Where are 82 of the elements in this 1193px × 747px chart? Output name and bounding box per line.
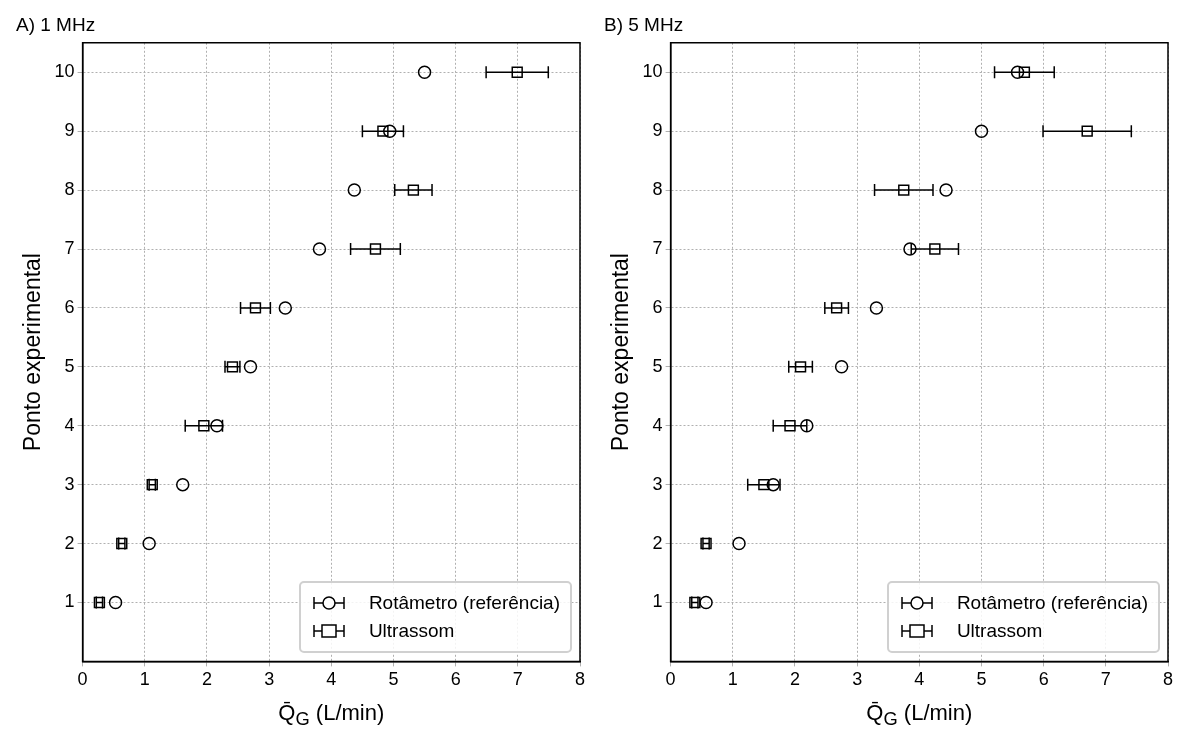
- point: [732, 536, 746, 551]
- y-tick-label: 6: [64, 296, 75, 317]
- x-tick-label: 3: [264, 669, 275, 690]
- point: [108, 595, 123, 610]
- point: [278, 301, 293, 315]
- y-tick-label: 10: [642, 61, 663, 82]
- point: [175, 477, 190, 492]
- x-tick-label: 6: [1038, 669, 1049, 690]
- point: [249, 302, 262, 314]
- point: [243, 360, 258, 374]
- legend-label: Rotâmetro (referência): [956, 591, 1148, 616]
- point: [369, 243, 382, 255]
- x-tick-label: 1: [139, 669, 150, 690]
- point: [869, 301, 884, 315]
- point: [800, 418, 814, 433]
- y-tick-label: 5: [652, 355, 663, 376]
- y-tick-label: 6: [652, 296, 663, 317]
- x-tick-label: 2: [201, 669, 212, 690]
- point: [1081, 125, 1093, 137]
- y-tick-label: 4: [64, 414, 75, 435]
- x-tick-label: 0: [665, 669, 676, 690]
- y-tick-label: 10: [54, 61, 75, 82]
- point: [347, 183, 362, 197]
- y-axis-title: Ponto experimental: [607, 253, 634, 452]
- chart-title: A) 1 MHz: [16, 13, 96, 35]
- y-tick-label: 7: [652, 237, 663, 258]
- y-tick-label: 1: [652, 591, 663, 612]
- point: [417, 65, 432, 80]
- y-tick-label: 2: [652, 532, 663, 553]
- x-tick-label: 3: [852, 669, 863, 690]
- x-tick-label: 5: [388, 669, 399, 690]
- legend-label: Ultrassom: [368, 619, 455, 644]
- y-tick-label: 2: [64, 532, 75, 553]
- point: [1010, 65, 1025, 80]
- legend-label: Rotâmetro (referência): [368, 591, 560, 616]
- x-tick-label: 7: [1100, 669, 1111, 690]
- point: [1018, 66, 1031, 78]
- point: [210, 418, 224, 433]
- point: [699, 595, 713, 610]
- x-tick-label: 7: [512, 669, 523, 690]
- y-tick-label: 9: [64, 120, 75, 141]
- x-tick-label: 1: [727, 669, 738, 690]
- y-tick-label: 7: [64, 237, 75, 258]
- point: [758, 478, 770, 491]
- point: [794, 361, 807, 373]
- point: [903, 242, 917, 256]
- y-tick-label: 9: [652, 120, 663, 141]
- point: [198, 420, 210, 432]
- point: [834, 360, 849, 374]
- y-tick-label: 3: [652, 473, 663, 494]
- point: [312, 242, 327, 256]
- point: [939, 183, 953, 197]
- x-tick-label: 5: [976, 669, 987, 690]
- y-tick-label: 4: [652, 414, 663, 435]
- x-axis-title: Q̄$_{G}$ (L/min): [865, 700, 974, 731]
- point: [974, 124, 989, 138]
- point: [142, 536, 156, 551]
- legend-label: Ultrassom: [956, 619, 1043, 644]
- x-tick-label: 2: [789, 669, 800, 690]
- x-axis-title: Q̄$_{G}$ (L/min): [277, 700, 386, 731]
- point: [377, 125, 389, 137]
- y-tick-label: 1: [64, 591, 75, 612]
- x-tick-label: 8: [1162, 669, 1174, 690]
- x-tick-label: 6: [450, 669, 461, 690]
- y-tick-label: 5: [64, 355, 75, 376]
- point: [784, 420, 796, 432]
- point: [766, 477, 780, 492]
- y-tick-label: 8: [652, 179, 663, 200]
- y-tick-label: 8: [64, 179, 75, 200]
- y-axis-title: Ponto experimental: [19, 253, 46, 452]
- point: [511, 66, 523, 78]
- point: [929, 243, 941, 255]
- point: [383, 124, 397, 138]
- x-tick-label: 8: [574, 669, 586, 690]
- point: [898, 184, 910, 196]
- x-tick-label: 4: [326, 669, 337, 690]
- point: [830, 302, 843, 314]
- chart-title: B) 5 MHz: [604, 13, 684, 35]
- y-tick-label: 3: [64, 473, 75, 494]
- x-tick-label: 0: [77, 669, 88, 690]
- point: [407, 184, 420, 196]
- x-tick-label: 4: [914, 669, 925, 690]
